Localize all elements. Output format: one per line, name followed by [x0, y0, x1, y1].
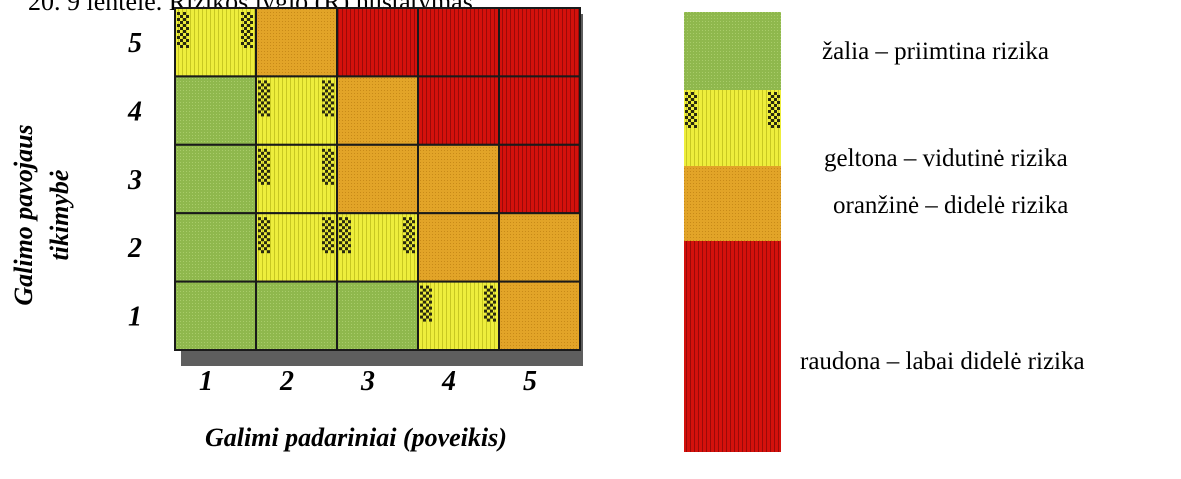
- checker-accent: [768, 92, 780, 128]
- checker-accent: [241, 12, 253, 48]
- legend-bar: [684, 12, 781, 452]
- legend-swatch-red: [684, 241, 781, 452]
- y-tick-label: 5: [128, 28, 142, 59]
- matrix-cell-1-1-green: [174, 280, 257, 352]
- checker-accent: [258, 148, 270, 185]
- x-tick-label: 1: [199, 366, 213, 397]
- x-axis-label: Galimi padariniai (poveikis): [205, 423, 507, 452]
- legend-label-green: žalia – priimtina rizika: [822, 38, 1049, 65]
- legend-swatch-yellow: [684, 90, 781, 166]
- matrix-cell-2-1-green: [174, 212, 257, 283]
- matrix-cell-5-2-orange: [255, 7, 338, 78]
- matrix-cell-4-1-green: [174, 75, 257, 146]
- matrix-cell-3-5-red: [498, 143, 581, 215]
- matrix-cell-4-3-orange: [336, 75, 419, 146]
- x-tick-label: 4: [441, 366, 456, 397]
- checker-accent: [258, 217, 270, 254]
- y-tick-label: 1: [128, 302, 142, 333]
- matrix-cell-2-5-orange: [498, 212, 581, 283]
- checker-accent: [322, 80, 334, 117]
- checker-accent: [685, 92, 697, 128]
- checker-accent: [177, 12, 189, 48]
- checker-accent: [339, 217, 351, 254]
- x-tick-label: 2: [279, 366, 294, 397]
- matrix-cell-3-4-orange: [417, 143, 500, 215]
- matrix-cell-1-2-green: [255, 280, 338, 352]
- checker-accent: [403, 217, 415, 254]
- x-tick-label: 3: [360, 366, 375, 397]
- y-tick-label: 2: [127, 233, 142, 264]
- y-tick-label: 4: [127, 96, 142, 127]
- matrix-cell-4-5-red: [498, 75, 581, 146]
- checker-accent: [484, 285, 496, 322]
- matrix-cell-5-5-red: [498, 7, 581, 78]
- legend-label-yellow: geltona – vidutinė rizika: [824, 145, 1068, 172]
- matrix-cell-1-3-green: [336, 280, 419, 352]
- legend-swatch-green: [684, 12, 781, 90]
- matrix-cell-3-1-green: [174, 143, 257, 215]
- checker-accent: [322, 148, 334, 185]
- y-tick-label: 3: [127, 165, 142, 196]
- matrix-cell-4-4-red: [417, 75, 500, 146]
- matrix-cell-1-5-orange: [498, 280, 581, 352]
- checker-accent: [322, 217, 334, 254]
- x-tick-label: 5: [523, 366, 537, 397]
- checker-accent: [258, 80, 270, 117]
- checker-accent: [420, 285, 432, 322]
- legend-swatch-orange: [684, 166, 781, 241]
- matrix-cell-3-3-orange: [336, 143, 419, 215]
- y-axis-label-line-2: tikimybė: [45, 170, 74, 261]
- matrix-cell-5-4-red: [417, 7, 500, 78]
- y-axis-label-line-1: Galimo pavojaus: [9, 124, 38, 305]
- matrix-cell-5-3-red: [336, 7, 419, 78]
- legend-label-orange: oranžinė – didelė rizika: [833, 192, 1069, 219]
- legend-label-red: raudona – labai didelė rizika: [800, 348, 1085, 375]
- matrix-cell-2-4-orange: [417, 212, 500, 283]
